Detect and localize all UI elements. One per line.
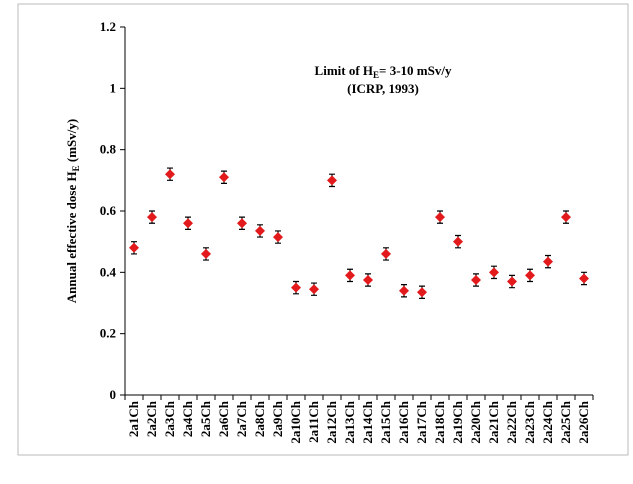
x-tick-label: 2a13Ch	[342, 400, 357, 443]
marker	[255, 225, 265, 236]
annotation: (ICRP, 1993)	[347, 81, 419, 96]
x-tick-label: 2a9Ch	[270, 400, 285, 437]
marker	[291, 282, 301, 293]
y-tick-label: 1.2	[100, 19, 116, 34]
marker	[471, 275, 481, 285]
y-axis-label: Annual effective dose HE (mSv/y)	[64, 119, 81, 303]
marker	[543, 256, 553, 267]
x-tick-label: 2a16Ch	[396, 400, 411, 443]
y-tick-label: 0	[110, 387, 117, 402]
marker	[435, 212, 445, 223]
annotation: Limit of HE= 3-10 mSv/y	[315, 63, 452, 80]
y-tick-label: 0.6	[100, 203, 117, 218]
y-tick-label: 0.2	[100, 326, 116, 341]
x-tick-label: 2a2Ch	[144, 400, 159, 437]
x-tick-label: 2a4Ch	[180, 400, 195, 437]
marker	[363, 275, 373, 285]
x-tick-label: 2a17Ch	[414, 400, 429, 443]
x-tick-label: 2a8Ch	[252, 400, 267, 437]
x-tick-label: 2a22Ch	[504, 400, 519, 443]
x-tick-label: 2a24Ch	[540, 400, 555, 443]
marker	[399, 285, 409, 296]
marker	[147, 212, 157, 223]
x-tick-label: 2a7Ch	[234, 400, 249, 437]
marker	[345, 270, 355, 281]
marker	[219, 172, 229, 183]
marker	[417, 287, 427, 298]
marker	[165, 169, 175, 180]
marker	[561, 212, 571, 223]
x-tick-label: 2a19Ch	[450, 400, 465, 443]
marker	[237, 218, 247, 229]
marker	[183, 218, 193, 229]
x-tick-label: 2a20Ch	[468, 400, 483, 443]
marker	[525, 270, 535, 281]
marker	[489, 267, 499, 278]
marker	[327, 175, 337, 186]
marker	[201, 248, 211, 259]
y-tick-label: 1	[110, 80, 117, 95]
x-tick-label: 2a11Ch	[306, 400, 321, 443]
x-tick-label: 2a25Ch	[558, 400, 573, 443]
marker	[507, 276, 517, 287]
x-tick-label: 2a26Ch	[576, 400, 591, 443]
x-tick-label: 2a21Ch	[486, 400, 501, 443]
x-tick-label: 2a5Ch	[198, 400, 213, 437]
x-tick-label: 2a10Ch	[288, 400, 303, 443]
x-tick-label: 2a18Ch	[432, 400, 447, 443]
marker	[381, 248, 391, 259]
y-tick-label: 0.4	[100, 264, 117, 279]
x-tick-label: 2a23Ch	[522, 400, 537, 443]
marker	[309, 284, 319, 295]
x-tick-label: 2a6Ch	[216, 400, 231, 437]
x-tick-label: 2a1Ch	[126, 400, 141, 437]
marker	[129, 242, 139, 253]
x-tick-label: 2a14Ch	[360, 400, 375, 443]
marker	[453, 236, 463, 247]
x-tick-label: 2a15Ch	[378, 400, 393, 443]
marker	[579, 273, 589, 284]
x-tick-label: 2a12Ch	[324, 400, 339, 443]
chart-frame	[17, 3, 629, 456]
marker	[273, 232, 283, 243]
y-tick-label: 0.8	[100, 142, 117, 157]
x-tick-label: 2a3Ch	[162, 400, 177, 437]
